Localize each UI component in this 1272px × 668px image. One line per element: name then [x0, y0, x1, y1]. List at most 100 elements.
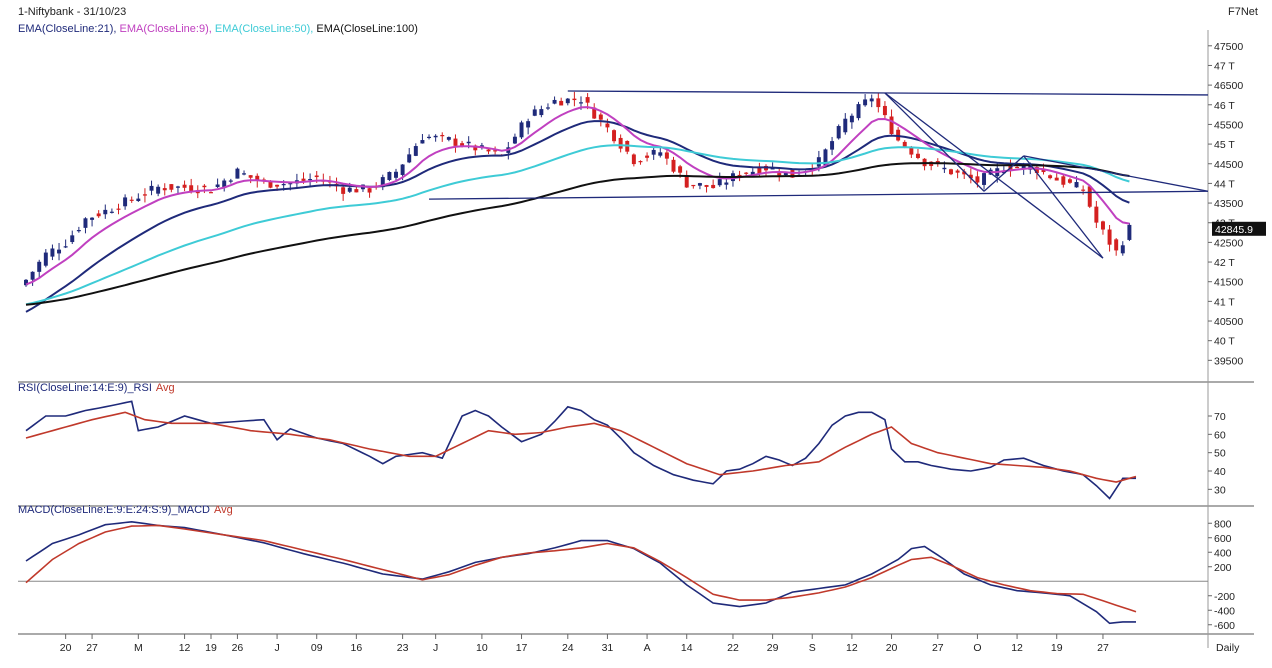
candle-body	[975, 176, 980, 183]
candle-body	[341, 187, 346, 194]
x-tick-label: 12	[179, 642, 191, 654]
candle-body	[301, 178, 306, 181]
candle-body	[691, 184, 696, 187]
candle-body	[407, 154, 412, 163]
y-tick-label: 45500	[1214, 119, 1243, 131]
candle-body	[559, 100, 564, 106]
candle-body	[777, 173, 782, 176]
candle-body	[1015, 166, 1020, 169]
y-tick-label: 200	[1214, 562, 1232, 574]
candle-body	[638, 161, 643, 163]
candle-body	[242, 173, 247, 175]
candle-body	[275, 184, 280, 187]
candle-body	[949, 169, 953, 175]
candle-body	[228, 180, 233, 182]
macd-panel: 800 600 400 200 -200 -400 -600 MACD(CloseLine:E…	[18, 504, 1235, 632]
candle-body	[1094, 206, 1099, 223]
candle-body	[539, 109, 544, 116]
candle-body	[400, 164, 405, 175]
candle-body	[255, 175, 260, 181]
candle-body	[717, 179, 722, 186]
candle-body	[1107, 229, 1112, 245]
candle-body	[215, 184, 220, 187]
x-tick-label: 29	[767, 642, 779, 654]
candle-body	[149, 185, 154, 191]
last-price-badge	[1212, 221, 1266, 236]
x-tick-label: 12	[1011, 642, 1023, 654]
candle-body	[268, 180, 273, 188]
candle-body	[618, 137, 623, 149]
candle-body	[460, 143, 465, 147]
candle-body	[162, 188, 167, 191]
candle-body	[50, 248, 55, 257]
y-tick-label: 39500	[1214, 355, 1243, 367]
trendline	[884, 92, 985, 192]
last-price-label: 42845.9	[1215, 224, 1253, 236]
y-tick-label: 47500	[1214, 41, 1243, 53]
y-tick-label: 41500	[1214, 277, 1243, 289]
chart-date: 31/10/23	[83, 6, 127, 18]
candle-body	[380, 177, 385, 188]
candle-body	[982, 173, 987, 185]
candle-body	[473, 145, 478, 151]
candle-body	[394, 171, 398, 178]
y-tick-label: 70	[1214, 411, 1226, 423]
ema-line-ema50	[25, 144, 1130, 306]
trendline	[1023, 155, 1104, 259]
candle-body	[697, 183, 702, 186]
candle-body	[136, 198, 141, 201]
candle-body	[466, 141, 471, 144]
indicator-title: RSI(CloseLine:14:E:9)_RSI	[18, 382, 152, 394]
x-tick-label: O	[973, 642, 981, 654]
candle-body	[354, 189, 359, 193]
ema-line-ema9	[25, 106, 1130, 286]
candle-body	[433, 135, 438, 138]
candle-body	[612, 130, 617, 142]
candle-body	[519, 122, 524, 138]
macd-line	[25, 520, 1136, 625]
candle-body	[579, 102, 583, 104]
rsi-line	[25, 400, 1136, 500]
candle-body	[1054, 177, 1059, 181]
candle-body	[651, 149, 656, 155]
candle-body	[836, 126, 841, 139]
title-separator: -	[73, 6, 84, 18]
candle-body	[156, 186, 161, 194]
candle-body	[24, 279, 28, 286]
y-tick-label: 30	[1214, 484, 1226, 496]
macd_avg-line	[25, 524, 1137, 613]
candle-body	[942, 167, 947, 170]
y-tick-label: -600	[1214, 620, 1235, 632]
price-panel: 47500 47 T 46500 46 T 45500 45 T 44500 44 T 4350…	[24, 41, 1266, 367]
y-tick-label: 41 T	[1214, 296, 1235, 308]
x-tick-label: 31	[602, 642, 614, 654]
candle-body	[1001, 171, 1006, 174]
candle-body	[209, 192, 213, 194]
candle-body	[83, 218, 88, 228]
ema-legend: EMA(CloseLine:21), EMA(CloseLine:9), EMA…	[18, 23, 418, 35]
candle-body	[175, 186, 180, 188]
y-tick-label: 44 T	[1214, 178, 1235, 190]
candle-body	[281, 184, 286, 186]
x-tick-label: 09	[311, 642, 323, 654]
candle-body	[856, 104, 861, 119]
y-tick-label: 42500	[1214, 237, 1243, 249]
candle-body	[552, 99, 557, 104]
candle-body	[962, 171, 967, 175]
candle-body	[387, 172, 392, 180]
candle-body	[684, 175, 689, 188]
y-tick-label: 44500	[1214, 159, 1243, 171]
candle-body	[592, 107, 597, 119]
y-tick-label: 40	[1214, 466, 1226, 478]
candle-body	[103, 209, 108, 215]
candle-body	[757, 167, 762, 175]
candle-body	[288, 183, 293, 185]
candle-body	[43, 252, 48, 266]
candle-body	[849, 115, 854, 123]
candle-body	[493, 150, 498, 152]
x-tick-label: 26	[232, 642, 244, 654]
ema-legend-item: EMA(CloseLine:50),	[214, 23, 317, 35]
candle-body	[631, 154, 636, 165]
candle-body	[909, 147, 914, 155]
